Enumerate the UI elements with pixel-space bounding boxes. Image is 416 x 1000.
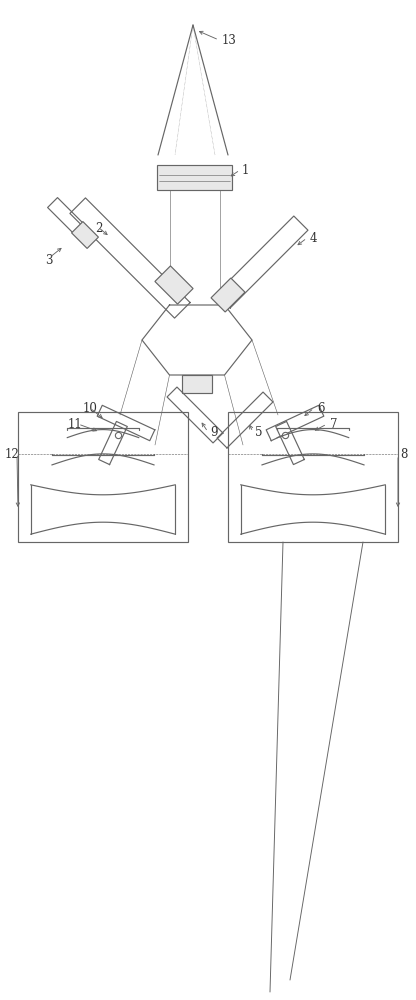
- Polygon shape: [155, 266, 193, 304]
- Text: 5: 5: [255, 426, 262, 440]
- Text: 11: 11: [68, 418, 83, 432]
- Text: 8: 8: [400, 448, 407, 462]
- Text: 9: 9: [210, 426, 218, 440]
- Text: 7: 7: [330, 418, 337, 432]
- Text: 1: 1: [242, 163, 249, 176]
- Text: 6: 6: [317, 401, 324, 414]
- Text: 4: 4: [310, 232, 317, 244]
- Bar: [18, 412, 188, 542]
- Polygon shape: [211, 278, 245, 312]
- Bar: [182, 375, 212, 393]
- Text: 3: 3: [45, 253, 52, 266]
- Bar: [228, 412, 398, 542]
- Text: 13: 13: [222, 33, 237, 46]
- Text: 12: 12: [5, 448, 20, 462]
- Text: 2: 2: [95, 222, 102, 234]
- Polygon shape: [72, 222, 99, 248]
- Text: 10: 10: [83, 401, 98, 414]
- Bar: [157, 165, 232, 190]
